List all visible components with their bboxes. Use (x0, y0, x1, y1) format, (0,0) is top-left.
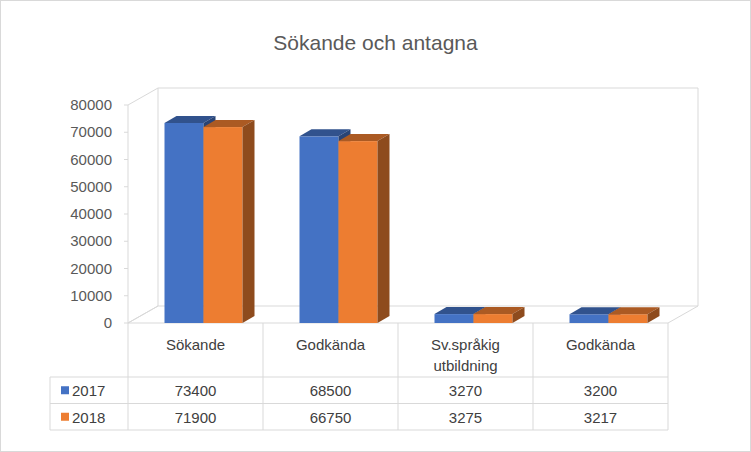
side-wall (128, 88, 158, 323)
bar-side (513, 307, 525, 323)
chart-root: Sökande och antagna 0 10000 20000 30000 40000… (0, 0, 751, 452)
y-tick (124, 214, 128, 215)
table-value: 3275 (398, 407, 533, 431)
y-tick (124, 186, 128, 187)
bar-front (609, 314, 648, 323)
y-tick-label: 40000 (70, 205, 112, 222)
legend-swatch (61, 386, 69, 394)
y-tick-label: 70000 (70, 123, 112, 140)
bar-front (474, 314, 513, 323)
table-value: 66750 (263, 407, 398, 431)
table-hline (50, 377, 668, 378)
y-tick (124, 159, 128, 160)
table-value: 3200 (533, 380, 668, 404)
table-value: 73400 (128, 380, 263, 404)
chart-border (1, 1, 751, 452)
y-tick-label: 30000 (70, 232, 112, 249)
bar-side (378, 134, 390, 323)
bar (204, 120, 255, 323)
category-label: Sökande (136, 334, 255, 377)
y-tick-label: 60000 (70, 151, 112, 168)
bar-front (204, 127, 243, 323)
y-tick (124, 323, 128, 324)
bar (609, 307, 660, 323)
chart-title: Sökande och antagna (273, 31, 478, 54)
table-value: 68500 (263, 380, 398, 404)
legend-swatch (61, 413, 69, 421)
legend-label: 2018 (72, 407, 126, 431)
bar-front (165, 123, 204, 323)
bar-front (435, 314, 474, 323)
bar-front (300, 136, 339, 323)
y-tick (124, 295, 128, 296)
y-tick (124, 105, 128, 106)
y-tick-label: 20000 (70, 260, 112, 277)
y-tick (124, 268, 128, 269)
y-tick-label: 10000 (70, 287, 112, 304)
bar-front (570, 314, 609, 323)
bars (165, 116, 660, 323)
chart-svg: Sökande och antagna 0 10000 20000 30000 40000… (0, 0, 751, 452)
category-label: Godkända (541, 334, 660, 377)
y-tick-label: 50000 (70, 178, 112, 195)
bar-side (648, 307, 660, 323)
category-label: Sv.språkig utbildning (406, 334, 525, 377)
table-value: 3217 (533, 407, 668, 431)
bar-front (339, 141, 378, 323)
bar-side (243, 120, 255, 323)
table-hline (50, 403, 668, 404)
y-tick (124, 241, 128, 242)
legend-label: 2017 (72, 380, 126, 404)
y-tick (124, 132, 128, 133)
y-tick-label: 80000 (70, 96, 112, 113)
bar (339, 134, 390, 323)
y-tick-label: 0 (104, 314, 112, 331)
table-value: 71900 (128, 407, 263, 431)
table-hline (50, 430, 668, 431)
category-label: Godkända (271, 334, 390, 377)
table-value: 3270 (398, 380, 533, 404)
bar (474, 307, 525, 323)
